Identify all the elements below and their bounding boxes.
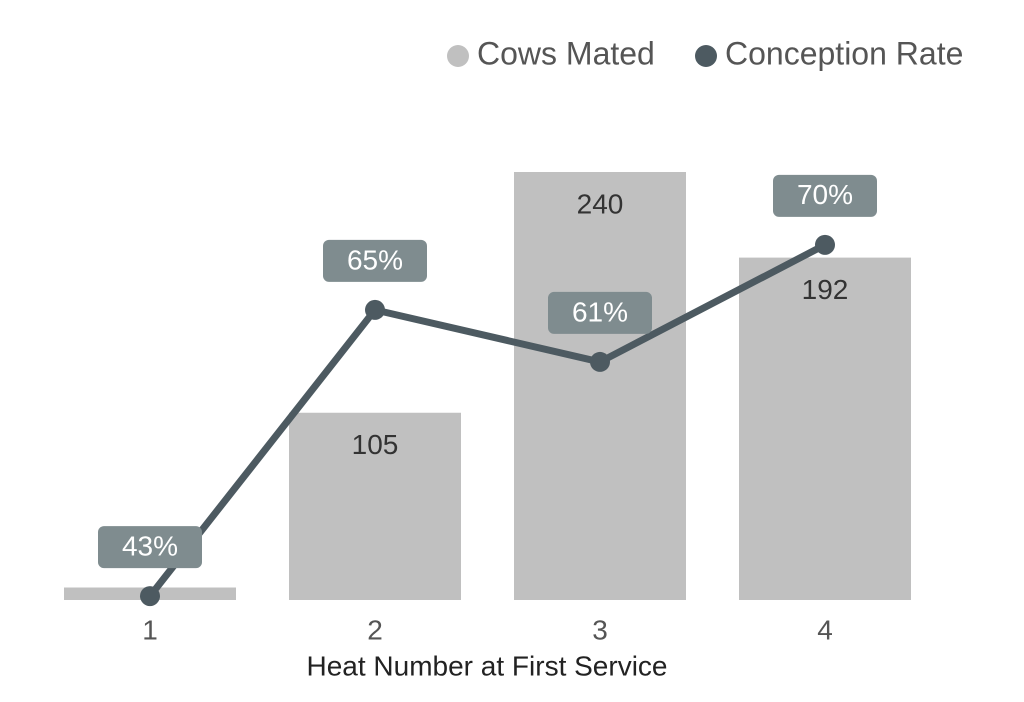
line-point: [590, 351, 610, 372]
line-point: [815, 234, 835, 255]
x-tick-label: 2: [367, 614, 383, 645]
legend-marker: [695, 45, 717, 67]
x-tick-label: 1: [142, 614, 158, 645]
bar: [514, 172, 686, 600]
legend-label: Cows Mated: [477, 35, 655, 71]
value-label-box: [323, 239, 427, 282]
x-tick-label: 3: [592, 614, 608, 645]
x-axis-label: Heat Number at First Service: [307, 650, 668, 681]
bar: [289, 412, 461, 600]
line-value-label: 65%: [347, 244, 403, 275]
value-label-box: [548, 291, 652, 334]
bar: [739, 257, 911, 600]
value-label-box: [98, 526, 202, 569]
line-point: [140, 586, 160, 607]
line-value-label: 43%: [122, 530, 178, 561]
line: [147, 241, 827, 599]
x-tick-label: 4: [817, 614, 833, 645]
bar-value-label: 192: [802, 274, 849, 305]
line-point: [365, 299, 385, 320]
line-value-label: 70%: [797, 179, 853, 210]
value-label-box: [773, 174, 877, 217]
legend-marker: [447, 45, 469, 67]
legend-label: Conception Rate: [725, 35, 963, 71]
bar-value-label: 105: [352, 429, 399, 460]
line-value-label: 61%: [572, 296, 628, 327]
bar-value-label: 240: [577, 188, 624, 219]
